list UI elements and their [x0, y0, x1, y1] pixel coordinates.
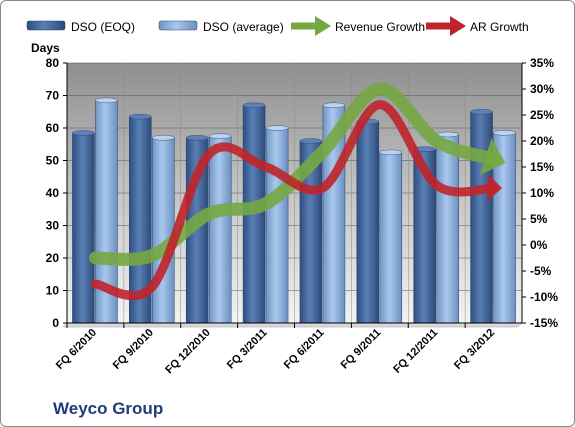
- x-tick-label: FQ 6/2011: [282, 327, 327, 372]
- legend-label: DSO (EOQ): [71, 20, 135, 34]
- x-tick-label: FQ 3/2011: [225, 327, 270, 372]
- tick-label-right: 25%: [530, 108, 554, 122]
- tick-label-right: 10%: [530, 186, 554, 200]
- bar-top-0-7: [470, 109, 493, 115]
- legend-label: AR Growth: [470, 20, 529, 34]
- x-tick-label: FQ 3/2012: [452, 327, 497, 372]
- bar-dso-average--2: [208, 135, 232, 324]
- bar-dso-eoq--0: [72, 132, 95, 324]
- tick-label-right: 5%: [530, 212, 548, 226]
- legend-label: DSO (average): [203, 20, 284, 34]
- tick-label-right: 35%: [530, 56, 554, 70]
- bar-dso-average--6: [436, 134, 459, 324]
- bar-top-0-2: [185, 135, 209, 141]
- tick-label-left: 70: [46, 89, 60, 103]
- line-ar-growth: [90, 100, 499, 301]
- bar-top-1-1: [152, 135, 175, 141]
- tick-label-left: 50: [46, 154, 60, 168]
- x-tick-label: FQ 12/2011: [391, 327, 440, 376]
- tick-label-left: 40: [46, 186, 60, 200]
- x-tick-label: FQ 9/2011: [339, 327, 384, 372]
- legend-item-revenue-growth: Revenue Growth: [291, 16, 425, 36]
- bar-top-1-3: [265, 125, 289, 131]
- legend-item-dso-average-: DSO (average): [158, 20, 284, 34]
- bar-top-1-2: [208, 133, 232, 139]
- line-revenue-growth: [88, 82, 501, 266]
- tick-label-left: 10: [46, 284, 60, 298]
- x-tick-label: FQ 12/2010: [163, 327, 213, 377]
- bar-dso-eoq--7: [470, 111, 493, 324]
- legend-swatch-arrow: [315, 16, 331, 36]
- tick-label-left: 60: [46, 121, 60, 135]
- legend-item-dso-eoq-: DSO (EOQ): [26, 20, 135, 34]
- tick-label-right: 0%: [530, 238, 548, 252]
- tick-label-right: -5%: [530, 264, 552, 278]
- arrowhead-ar-growth: [487, 174, 503, 202]
- bar-top-1-5: [379, 149, 403, 156]
- arrowhead-revenue-growth: [479, 138, 506, 176]
- line-layer: [88, 82, 506, 301]
- bar-dso-average--3: [265, 127, 289, 324]
- bar-top-0-4: [299, 138, 323, 144]
- legend: DSO (EOQ) DSO (average) Revenue Growth AR G…: [26, 16, 529, 36]
- bar-top-0-0: [72, 130, 95, 136]
- tick-label-right: 20%: [530, 134, 554, 148]
- bar-dso-average--5: [379, 152, 403, 324]
- company-name: Weyco Group: [53, 399, 164, 418]
- legend-swatch: [158, 20, 198, 31]
- legend-label: Revenue Growth: [335, 20, 425, 34]
- x-tick-label: FQ 9/2010: [111, 327, 156, 372]
- tick-label-right: 15%: [530, 160, 554, 174]
- bar-top-0-1: [129, 113, 152, 120]
- legend-swatch: [26, 20, 66, 31]
- bar-top-1-7: [493, 130, 516, 136]
- tick-label-left: 20: [46, 251, 60, 265]
- bar-layer: [72, 97, 516, 324]
- bar-top-0-3: [242, 102, 266, 108]
- legend-swatch-arrow: [450, 16, 466, 36]
- tick-label-left: 80: [46, 56, 60, 70]
- y-axis-label: Days: [31, 41, 60, 55]
- plot-floor: [62, 322, 523, 328]
- bar-top-1-4: [322, 102, 346, 108]
- tick-label-left: 0: [52, 316, 59, 330]
- bar-dso-eoq--5: [356, 121, 380, 324]
- bar-dso-average--1: [152, 137, 175, 324]
- x-tick-label: FQ 6/2010: [54, 327, 99, 372]
- tick-label-left: 30: [46, 219, 60, 233]
- legend-item-ar-growth: AR Growth: [426, 16, 529, 36]
- tick-label-right: 30%: [530, 82, 554, 96]
- tick-label-right: -10%: [530, 290, 558, 304]
- tick-label-right: -15%: [530, 316, 558, 330]
- bar-top-1-0: [95, 97, 118, 104]
